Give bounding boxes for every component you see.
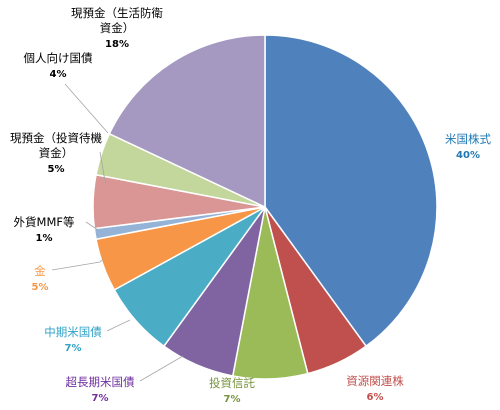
leader-line-7 — [99, 151, 107, 188]
leader-line-5 — [51, 257, 105, 271]
slice-label-7-line-1: 資金） — [39, 146, 74, 160]
leader-line-3 — [139, 355, 184, 382]
slice-percent-4: 7% — [65, 343, 82, 354]
slice-label-4: 中期米国債 — [44, 325, 102, 339]
slice-label-7-line-0: 現預金（投資待機 — [10, 131, 102, 145]
slice-label-9-line-1: 資金） — [100, 21, 135, 35]
slice-label-6: 外貨MMF等 — [14, 215, 75, 229]
pie-slice-0 — [264, 34, 438, 348]
slice-label-8: 個人向け国債 — [24, 51, 93, 65]
slice-label-9-line-0: 現預金（生活防衛 — [71, 6, 163, 20]
slice-percent-3: 7% — [92, 393, 109, 404]
pie-slice-9 — [108, 34, 266, 209]
slice-label-2: 投資信託 — [209, 376, 255, 390]
slice-percent-1: 6% — [367, 392, 384, 403]
slice-percent-8: 4% — [50, 69, 67, 80]
leader-line-6 — [85, 221, 99, 231]
slice-percent-2: 7% — [224, 394, 241, 405]
slice-label-1: 資源関連株 — [346, 374, 404, 388]
slice-label-5: 金 — [34, 264, 46, 278]
leader-line-4 — [106, 319, 131, 332]
slice-label-3: 超長期米国債 — [66, 375, 135, 389]
slice-percent-7: 5% — [48, 164, 65, 175]
slice-label-0: 米国株式 — [445, 132, 491, 146]
slice-percent-6: 1% — [36, 233, 53, 244]
leader-line-8 — [64, 83, 109, 134]
slice-percent-9: 18% — [105, 39, 129, 50]
slice-percent-0: 40% — [456, 150, 480, 161]
slice-percent-5: 5% — [32, 282, 49, 293]
